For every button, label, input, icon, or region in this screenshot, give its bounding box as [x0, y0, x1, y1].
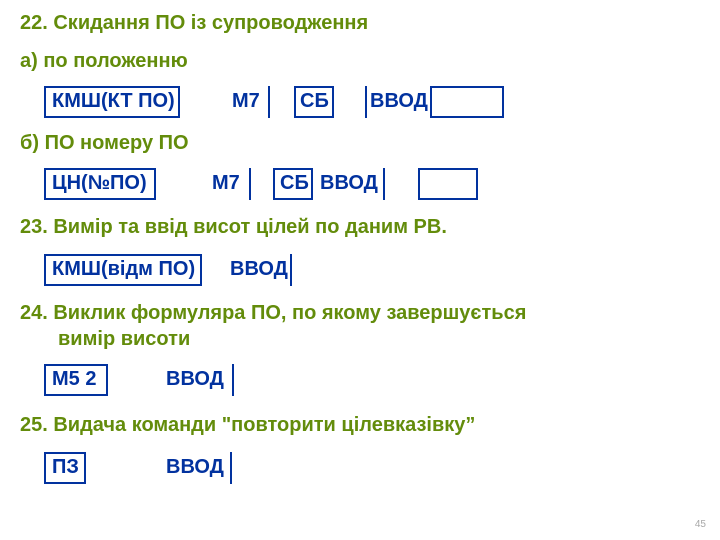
sec24-m52: М5 2 — [52, 368, 96, 391]
sec22b-label: б) ПО номеру ПО — [20, 132, 189, 155]
sec22a-sep1 — [268, 86, 270, 118]
sec22a-kms: КМШ(КТ ПО) — [52, 90, 175, 113]
sec22a-box3 — [430, 86, 504, 118]
slide-number: 45 — [695, 519, 706, 530]
sec24-title-l1: 24. Виклик формуляра ПО, по якому заверш… — [20, 302, 526, 325]
sec22b-box3 — [418, 168, 478, 200]
sec23-vvod: ВВОД — [230, 258, 288, 281]
sec24-sep1 — [232, 364, 234, 396]
sec22a-m7: М7 — [232, 90, 260, 113]
sec22a-label: а) по положенню — [20, 50, 188, 73]
sec23-kms: КМШ(відм ПО) — [52, 258, 195, 281]
sec22a-sep2 — [365, 86, 367, 118]
sec25-vvod: ВВОД — [166, 456, 224, 479]
sec23-sep1 — [290, 254, 292, 286]
sec25-title: 25. Видача команди "повторити цілевказів… — [20, 414, 475, 437]
sec22b-sb: СБ — [280, 172, 309, 195]
sec24-title-l2: вимір висоти — [58, 328, 190, 351]
sec22b-cn: ЦН(№ПО) — [52, 172, 147, 195]
sec23-title: 23. Вимір та ввід висот цілей по даним Р… — [20, 216, 447, 239]
sec22b-vvod: ВВОД — [320, 172, 378, 195]
sec22a-sb: СБ — [300, 90, 329, 113]
sec24-vvod: ВВОД — [166, 368, 224, 391]
sec22a-vvod: ВВОД — [370, 90, 428, 113]
sec22-title: 22. Скидання ПО із супроводження — [20, 12, 368, 35]
sec25-sep1 — [230, 452, 232, 484]
sec22b-sep2 — [383, 168, 385, 200]
slide: 22. Скидання ПО із супроводження а) по п… — [0, 0, 720, 540]
sec22b-m7: М7 — [212, 172, 240, 195]
sec22b-sep1 — [249, 168, 251, 200]
sec25-pz: ПЗ — [52, 456, 79, 479]
